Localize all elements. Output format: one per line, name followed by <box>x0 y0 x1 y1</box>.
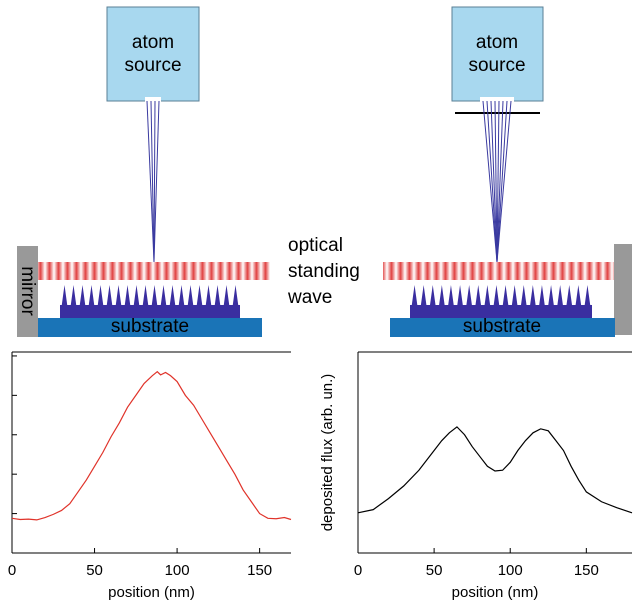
source-label: atom <box>476 32 518 53</box>
y-axis-title: deposited flux (arb. un.) <box>319 374 336 532</box>
source-label: source <box>468 55 525 76</box>
standing-wave <box>383 262 614 280</box>
deposit-base <box>410 305 592 318</box>
atom-beam <box>482 100 512 263</box>
wave-label: standing <box>288 261 360 282</box>
x-tick-label: 0 <box>8 562 16 579</box>
x-axis-title: position (nm) <box>452 584 539 601</box>
x-tick-label: 0 <box>354 562 362 579</box>
plots: 0 50 100 150 position (nm) 0 50 100 150 position … <box>8 351 633 601</box>
source-label: source <box>124 55 181 76</box>
x-tick-label: 100 <box>165 562 190 579</box>
x-tick-label: 50 <box>86 562 103 579</box>
atom-source-box <box>451 6 544 102</box>
data-line <box>11 370 292 521</box>
substrate-label: substrate <box>111 316 189 337</box>
atom-source-box <box>106 6 200 102</box>
x-tick-label: 50 <box>426 562 443 579</box>
deposit <box>60 285 240 318</box>
wave-label: wave <box>287 287 332 308</box>
substrate <box>390 318 615 337</box>
standing-wave <box>38 262 270 280</box>
x-tick-label: 150 <box>574 562 599 579</box>
x-axis-title: position (nm) <box>108 584 195 601</box>
aperture <box>145 97 161 102</box>
wave-label: optical <box>288 235 343 256</box>
substrate-label: substrate <box>463 316 541 337</box>
aperture <box>480 97 514 102</box>
mirror <box>614 244 632 335</box>
substrate <box>38 318 262 337</box>
data-line <box>357 426 633 514</box>
deposit-base <box>60 305 240 318</box>
mirror <box>17 246 38 337</box>
source-label: atom <box>132 32 174 53</box>
x-tick-label: 100 <box>498 562 523 579</box>
deposit <box>410 285 592 318</box>
x-tick-label: 150 <box>247 562 272 579</box>
mirror-label: mirror <box>17 266 38 316</box>
atom-beam <box>146 100 160 263</box>
